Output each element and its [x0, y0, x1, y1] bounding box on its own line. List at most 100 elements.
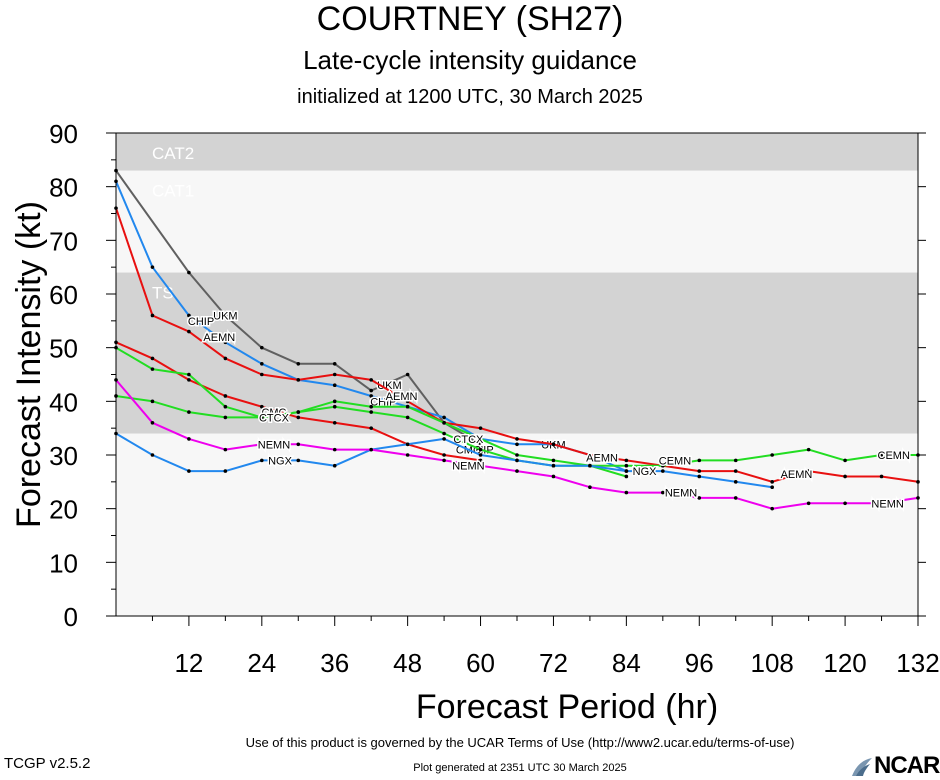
data-point — [843, 474, 847, 479]
data-point — [515, 458, 519, 463]
series-line — [115, 170, 482, 446]
x-tick-label: 132 — [896, 648, 939, 678]
data-point — [369, 410, 373, 414]
data-point — [442, 431, 446, 436]
x-tick-label: 120 — [823, 648, 866, 678]
series-label: CHIP — [188, 316, 214, 328]
data-point — [551, 463, 556, 468]
data-point — [332, 404, 337, 409]
data-point — [697, 469, 702, 473]
data-point — [260, 372, 264, 377]
data-point — [187, 469, 191, 473]
data-point — [515, 442, 519, 447]
data-point — [697, 474, 702, 479]
data-point — [624, 474, 629, 479]
data-point — [478, 453, 483, 457]
data-point — [150, 265, 155, 269]
x-tick-label: 48 — [393, 648, 422, 678]
data-point — [478, 426, 483, 430]
data-point — [879, 453, 884, 457]
data-point — [843, 458, 847, 463]
y-tick-label: 50 — [49, 334, 78, 364]
data-point — [405, 442, 410, 447]
series-aemn: AEMN AEMN AEMN AEMN — [114, 206, 920, 484]
data-point — [405, 404, 410, 409]
series-label: CEMN — [878, 450, 910, 462]
data-point — [478, 442, 483, 447]
data-point — [150, 367, 155, 371]
data-point — [260, 345, 264, 350]
series-label: NEMN — [258, 439, 290, 451]
data-point — [405, 415, 410, 420]
data-point — [296, 415, 301, 420]
data-point — [405, 399, 410, 404]
y-tick-label: 90 — [49, 119, 78, 149]
data-point — [223, 404, 228, 409]
data-point — [187, 410, 191, 414]
data-point — [879, 474, 884, 479]
data-point — [478, 437, 483, 441]
series-label: UKM — [377, 380, 401, 392]
data-point — [624, 490, 629, 495]
y-axis-label: Forecast Intensity (kt) — [10, 201, 48, 528]
data-point — [260, 415, 264, 420]
x-tick-label: 96 — [685, 648, 714, 678]
data-point — [515, 453, 519, 457]
y-tick-label: 60 — [49, 280, 78, 310]
data-point — [260, 404, 264, 409]
data-point — [770, 506, 774, 511]
data-point — [478, 458, 483, 463]
data-point — [223, 356, 228, 361]
data-point — [260, 458, 264, 463]
data-point — [697, 458, 702, 463]
data-point — [187, 437, 191, 441]
data-point — [588, 463, 592, 468]
series-cemn: CEMN CEMN — [114, 394, 920, 469]
y-tick-label: 10 — [49, 548, 78, 578]
series-label: CEMN — [659, 455, 691, 467]
data-point — [150, 356, 155, 361]
data-point — [551, 474, 556, 479]
data-point — [661, 463, 665, 468]
data-point — [296, 458, 301, 463]
band-1 — [116, 272, 918, 434]
band-label: CAT2 — [152, 144, 194, 163]
data-point — [332, 421, 337, 425]
data-point — [733, 458, 738, 463]
data-point — [442, 437, 446, 441]
data-point — [332, 447, 337, 452]
data-point — [733, 496, 738, 500]
data-point — [879, 501, 884, 506]
data-point — [260, 442, 264, 447]
data-point — [697, 496, 702, 500]
band-2 — [116, 170, 918, 273]
series-label: NEMN — [871, 498, 903, 510]
terms-of-use: Use of this product is governed by the U… — [245, 735, 795, 750]
data-point — [515, 469, 519, 473]
data-point — [223, 340, 228, 345]
data-point — [187, 329, 191, 334]
x-tick-label: 84 — [612, 648, 641, 678]
data-point — [296, 378, 301, 382]
data-point — [223, 415, 228, 420]
data-point — [223, 313, 228, 318]
data-point — [369, 378, 373, 382]
data-point — [442, 415, 446, 420]
x-tick-label: 12 — [174, 648, 203, 678]
data-point — [661, 490, 665, 495]
data-point — [661, 469, 665, 473]
data-point — [442, 458, 446, 463]
data-point — [223, 447, 228, 452]
data-point — [515, 437, 519, 441]
chart-title: COURTNEY (SH27) — [316, 0, 624, 38]
ncar-logo: NCAR — [848, 752, 940, 780]
band-label: CAT1 — [152, 182, 194, 201]
data-point — [806, 447, 811, 452]
data-point — [369, 447, 373, 452]
series-ukm: UKMUKMUKM — [114, 168, 567, 453]
data-point — [369, 394, 373, 398]
series-label: CTCX — [453, 434, 484, 446]
data-point — [332, 463, 337, 468]
y-tick-label: 70 — [49, 226, 78, 256]
x-tick-label: 72 — [539, 648, 568, 678]
